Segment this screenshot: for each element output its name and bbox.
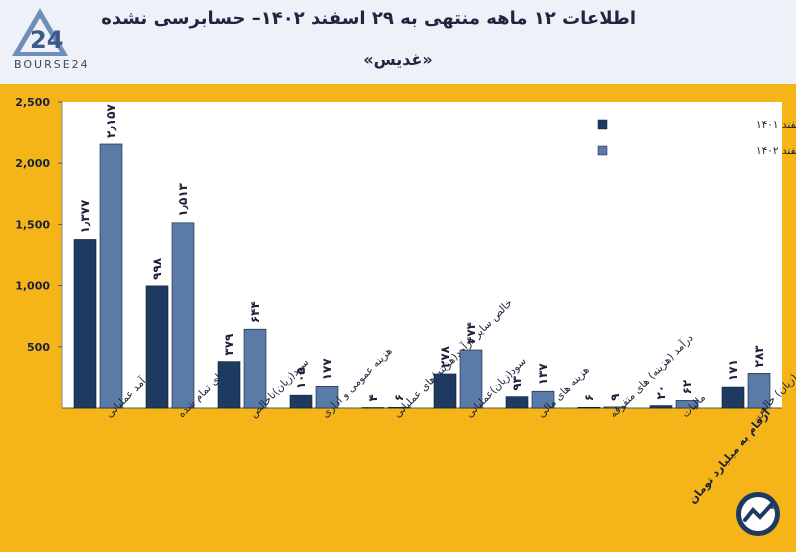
bar-value-label: ۶۴۴	[248, 301, 262, 323]
bar	[73, 239, 97, 409]
brand-badge-icon	[736, 492, 780, 536]
bar	[721, 386, 745, 409]
bar-value-label: ۱٫۳۷۷	[78, 199, 92, 233]
bar-value-label: ۱۳۷	[536, 363, 550, 386]
bar-value-label: ۲۰	[654, 385, 668, 400]
bar	[603, 406, 627, 409]
bar-value-label: ۹۳	[510, 375, 524, 390]
bar-value-label: ۱۰۵	[294, 367, 308, 389]
bar-value-label: ۲۷۸	[438, 345, 452, 368]
bar	[315, 386, 339, 409]
bar-value-label: ۱۷۷	[320, 358, 334, 381]
bar-value-label: ۶	[392, 394, 406, 401]
bar	[433, 373, 457, 409]
svg-text:24: 24	[30, 26, 63, 54]
bar	[361, 407, 385, 409]
bar-value-label: ۳۷۹	[222, 333, 236, 356]
bar	[649, 405, 673, 409]
bar	[243, 328, 267, 409]
y-tick-label: 2,000	[15, 157, 50, 170]
bar-value-label: ۴۷۴	[464, 322, 478, 344]
bar	[577, 406, 601, 409]
bar-value-label: ۲٫۱۵۷	[104, 104, 118, 138]
bar	[531, 390, 555, 409]
bar	[99, 143, 123, 409]
chart-title: اطلاعات ۱۲ ماهه منتهی به ۲۹ اسفند ۱۴۰۲– …	[101, 8, 636, 29]
bar	[145, 285, 169, 409]
bar	[747, 373, 771, 409]
bar-value-label: ۹۹۸	[150, 257, 164, 280]
y-tick-label: 500	[27, 341, 50, 354]
chart-subtitle: «غدیس»	[363, 50, 433, 69]
bar	[505, 396, 529, 409]
bar-value-label: ۲۸۳	[752, 345, 766, 368]
bar	[289, 394, 313, 409]
bar	[387, 406, 411, 409]
legend-swatch	[597, 119, 608, 130]
y-tick-label: 1,000	[15, 280, 50, 293]
bar	[171, 222, 195, 409]
legend-swatch	[597, 145, 608, 156]
bar-value-label: ۹	[608, 393, 622, 401]
bar	[459, 349, 483, 409]
bar	[217, 361, 241, 409]
header: 24 BOURSE24 اطلاعات ۱۲ ماهه منتهی به ۲۹ …	[0, 0, 796, 84]
bar-value-label: ۱٫۵۱۳	[176, 182, 190, 216]
bar	[675, 400, 699, 409]
y-tick-label: 1,500	[15, 218, 50, 231]
legend-label: عملکرد منتهی به اسفند ۱۴۰۱	[756, 119, 796, 131]
bar-value-label: ۶	[582, 394, 596, 401]
legend-label: عملکرد منتهی به اسفند ۱۴۰۲	[756, 145, 796, 157]
bar-value-label: ۶۲	[680, 379, 694, 394]
bar-value-label: ۱۷۱	[726, 359, 740, 381]
y-tick-label: 2,500	[15, 96, 50, 109]
bourse24-logo: 24	[12, 8, 68, 56]
bar-value-label: ۴	[366, 394, 380, 401]
logo-text: BOURSE24	[14, 58, 90, 71]
